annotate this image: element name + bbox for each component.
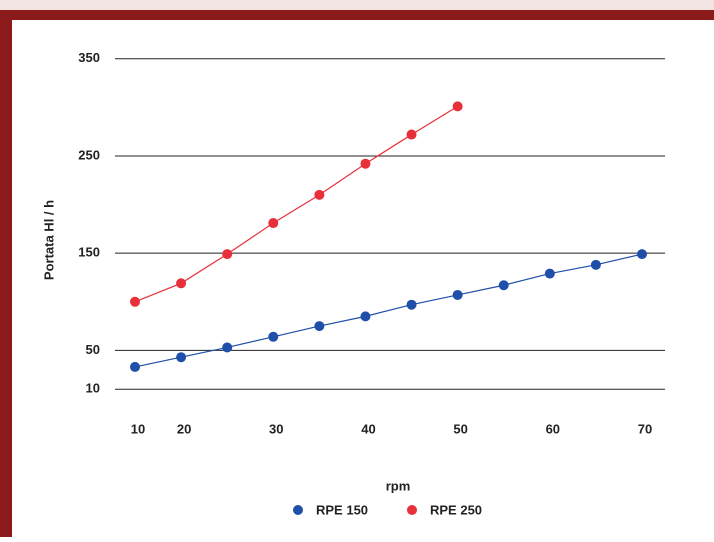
data-point bbox=[544, 268, 555, 279]
x-tick-label: 40 bbox=[361, 421, 375, 436]
x-axis-label: rpm bbox=[386, 478, 411, 493]
data-point bbox=[314, 189, 325, 200]
y-axis-label: Portata Hl / h bbox=[41, 200, 56, 280]
legend-marker bbox=[407, 505, 417, 515]
x-tick-label: 70 bbox=[638, 421, 652, 436]
data-point bbox=[176, 352, 187, 363]
series-line bbox=[134, 253, 643, 368]
y-tick-label: 150 bbox=[78, 245, 100, 260]
y-tick-label: 250 bbox=[78, 147, 100, 162]
data-point bbox=[360, 311, 371, 322]
data-point bbox=[590, 259, 601, 270]
legend-marker bbox=[293, 505, 303, 515]
data-point bbox=[268, 218, 279, 229]
data-point bbox=[268, 331, 279, 342]
data-point bbox=[452, 289, 463, 300]
series-line bbox=[134, 105, 458, 303]
x-tick-label: 20 bbox=[177, 421, 191, 436]
legend-label: RPE 150 bbox=[316, 502, 368, 517]
data-point bbox=[314, 321, 325, 332]
x-tick-label: 50 bbox=[453, 421, 467, 436]
data-point bbox=[222, 249, 233, 260]
legend-label: RPE 250 bbox=[430, 502, 482, 517]
frame-top bbox=[0, 10, 714, 20]
y-tick-label: 10 bbox=[86, 381, 100, 396]
x-tick-label: 10 bbox=[131, 421, 145, 436]
data-point bbox=[406, 299, 417, 310]
data-point bbox=[498, 280, 509, 291]
data-point bbox=[637, 249, 647, 260]
frame-left bbox=[0, 10, 12, 537]
data-point bbox=[222, 342, 233, 353]
data-point bbox=[406, 129, 417, 140]
header-strip bbox=[0, 0, 714, 12]
y-tick-label: 50 bbox=[86, 342, 100, 357]
x-tick-label: 60 bbox=[546, 421, 560, 436]
data-point bbox=[176, 278, 187, 289]
y-tick-label: 350 bbox=[78, 50, 100, 65]
data-point bbox=[130, 361, 140, 372]
x-tick-label: 30 bbox=[269, 421, 283, 436]
data-point bbox=[452, 101, 463, 112]
data-point bbox=[130, 296, 140, 307]
data-point bbox=[360, 158, 371, 169]
